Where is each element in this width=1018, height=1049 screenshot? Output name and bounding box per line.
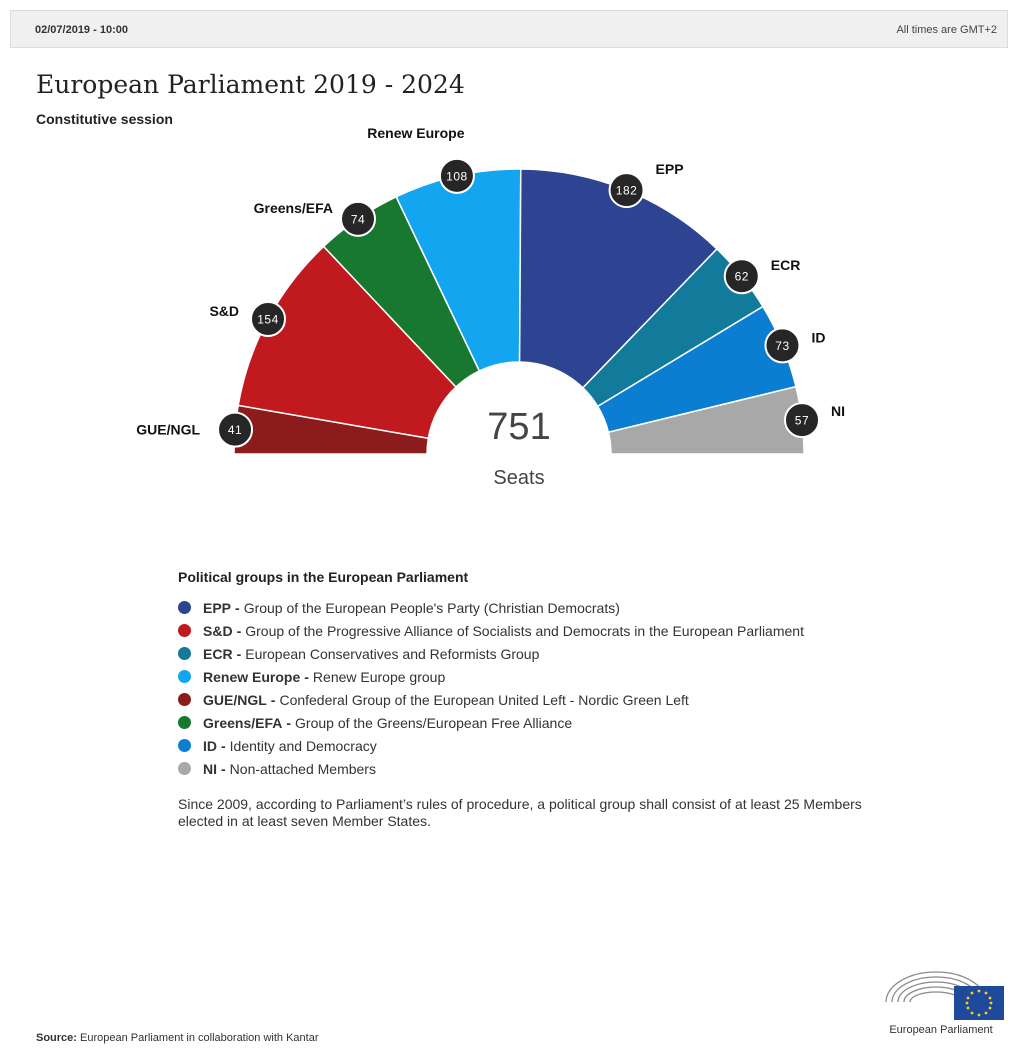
legend-item: ECR - European Conservatives and Reformist… <box>178 642 898 665</box>
legend-abbr: GUE/NGL <box>203 691 267 708</box>
total-seats-label: Seats <box>493 467 544 489</box>
legend-swatch <box>178 624 191 637</box>
legend-description: Group of the European People's Party (Ch… <box>243 599 620 616</box>
legend-description: Group of the Progressive Alliance of Soc… <box>245 622 804 639</box>
legend-abbr: EPP <box>203 599 232 616</box>
value-label-ni: 57 <box>795 414 809 428</box>
group-label-ni: NI <box>831 403 845 419</box>
legend-separator: - <box>235 599 240 616</box>
legend-abbr: NI <box>203 760 217 777</box>
legend-list: EPP - Group of the European People's Party… <box>178 596 898 780</box>
value-label-gue-ngl: 41 <box>228 423 242 437</box>
legend-separator: - <box>221 760 226 777</box>
value-bubble-epp <box>608 172 645 209</box>
legend-separator: - <box>221 737 226 754</box>
legend-abbr: ECR <box>203 645 233 662</box>
legend-swatch <box>178 739 191 752</box>
value-bubble-gue-ngl <box>217 411 254 448</box>
group-label-epp: EPP <box>656 161 684 177</box>
legend-abbr: S&D <box>203 622 233 639</box>
date-time: 02/07/2019 - 10:00 <box>35 24 128 36</box>
legend-item: GUE/NGL - Confederal Group of the European… <box>178 688 898 711</box>
legend-description: Group of the Greens/European Free Allian… <box>295 714 573 731</box>
legend-separator: - <box>270 691 276 708</box>
legend-swatch <box>178 762 191 775</box>
logo-name: European Parliament <box>889 1024 993 1036</box>
page-title: European Parliament 2019 - 2024 <box>36 70 465 99</box>
legend-abbr: Greens/EFA <box>203 714 283 731</box>
legend: Political groups in the European Parliam… <box>178 569 898 780</box>
european-parliament-logo: European Parliament <box>868 958 1014 1046</box>
group-label-sandd: S&D <box>209 303 239 319</box>
legend-separator: - <box>304 668 309 685</box>
legend-description: Renew Europe group <box>312 668 446 685</box>
value-label-greens-efa: 74 <box>351 212 365 226</box>
source-label: Source: <box>36 1032 77 1044</box>
legend-heading: Political groups in the European Parliam… <box>178 569 469 585</box>
legend-description: European Conservatives and Reformists Gr… <box>245 645 540 662</box>
rules-note: Since 2009, according to Parliament’s ru… <box>178 796 862 829</box>
legend-item: Renew Europe - Renew Europe group <box>178 665 898 688</box>
legend-abbr: ID <box>203 737 217 754</box>
source-line: Source: European Parliament in collabora… <box>36 1032 319 1044</box>
legend-description: Confederal Group of the European United … <box>279 691 689 708</box>
legend-description: Non-attached Members <box>229 760 376 777</box>
arc-sandd <box>237 245 458 440</box>
legend-swatch <box>178 601 191 614</box>
value-label-epp: 182 <box>616 184 638 198</box>
value-bubble-sandd <box>250 300 287 337</box>
legend-abbr: Renew Europe <box>203 668 301 685</box>
legend-separator: - <box>236 645 242 662</box>
value-label-sandd: 154 <box>257 312 279 326</box>
value-label-id: 73 <box>775 339 789 353</box>
value-label-renew-europe: 108 <box>446 169 468 183</box>
total-seats-value: 751 <box>487 406 550 448</box>
legend-item: EPP - Group of the European People's Party… <box>178 596 898 619</box>
legend-separator: - <box>286 714 292 731</box>
legend-separator: - <box>236 622 242 639</box>
group-label-greens-efa: Greens/EFA <box>254 200 333 216</box>
hemicycle-chart: 41 GUE/NGL 154 S&D 74 Greens/EFA 108 Renew Euro… <box>136 125 845 489</box>
timezone-note: All times are GMT+2 <box>896 24 997 36</box>
legend-swatch <box>178 647 191 660</box>
page-subtitle: Constitutive session <box>36 111 173 127</box>
legend-item: S&D - Group of the Progressive Alliance of… <box>178 619 898 642</box>
value-label-ecr: 62 <box>735 270 749 284</box>
legend-item: ID - Identity and Democracy <box>178 734 898 757</box>
legend-item: Greens/EFA - Group of the Greens/European … <box>178 711 898 734</box>
value-bubble-ecr <box>723 258 760 295</box>
legend-swatch <box>178 716 191 729</box>
group-label-renew-europe: Renew Europe <box>367 125 464 141</box>
group-label-id: ID <box>811 329 825 345</box>
legend-item: NI - Non-attached Members <box>178 757 898 780</box>
arc-epp <box>518 168 718 389</box>
source-text: European Parliament in collaboration wit… <box>80 1032 319 1044</box>
legend-swatch <box>178 670 191 683</box>
value-bubble-id <box>764 327 801 364</box>
legend-swatch <box>178 693 191 706</box>
group-label-ecr: ECR <box>771 257 801 273</box>
value-bubble-ni <box>783 402 820 439</box>
legend-description: Identity and Democracy <box>229 737 377 754</box>
group-label-gue-ngl: GUE/NGL <box>136 422 200 438</box>
parliament-hemicycle-eu-flag-icon <box>885 971 1004 1020</box>
value-bubble-greens-efa <box>340 200 377 237</box>
top-bar: 02/07/2019 - 10:00 All times are GMT+2 <box>10 10 1008 48</box>
value-bubble-renew-europe <box>438 157 475 194</box>
